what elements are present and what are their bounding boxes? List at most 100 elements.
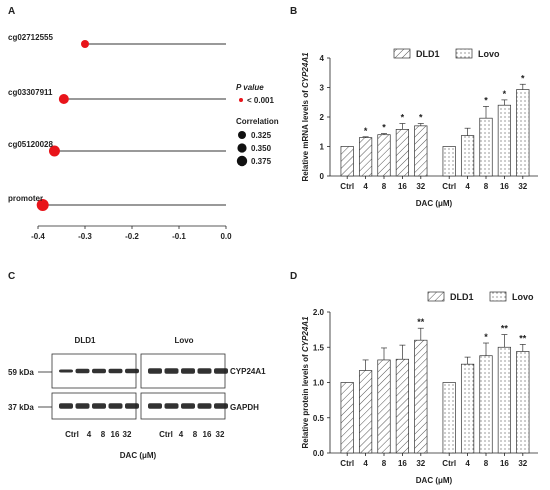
bar <box>395 129 410 177</box>
blot-band <box>92 368 106 374</box>
bar <box>358 137 373 177</box>
legend-swatch <box>455 48 473 59</box>
panel-a-xtick-label: -0.2 <box>125 232 139 241</box>
bar <box>340 146 354 177</box>
panel-a-row-label: cg02712555 <box>8 33 53 42</box>
blot-band <box>108 368 123 374</box>
x-axis-label: DAC (μM) <box>416 476 453 485</box>
legend-corr-item-1: 0.325 <box>251 131 272 140</box>
significance-mark: * <box>401 112 405 122</box>
bar <box>340 382 354 454</box>
y-tick-label: 3 <box>320 84 325 93</box>
panel-label-a: A <box>8 6 15 17</box>
x-tick-label: 8 <box>382 182 387 191</box>
legend-corr-dot-1 <box>238 131 246 139</box>
legend-label: DLD1 <box>450 292 474 302</box>
panel-a-xtick-label: -0.3 <box>78 232 92 241</box>
panel-a-row-label: promoter <box>8 194 43 203</box>
significance-mark: * <box>419 112 423 122</box>
band-label-gapdh: GAPDH <box>230 403 259 412</box>
blot-lane-label: 16 <box>111 430 120 439</box>
panel-label-d: D <box>290 271 297 282</box>
y-tick-label: 2.0 <box>313 308 325 317</box>
blot-band <box>75 368 90 374</box>
x-tick-label: 32 <box>416 182 425 191</box>
legend-pvalue-item: < 0.001 <box>247 96 274 105</box>
blot-band <box>181 368 195 374</box>
blot-band <box>214 368 228 374</box>
blot-lane-label: 16 <box>203 430 212 439</box>
significance-mark: ** <box>519 333 527 343</box>
y-tick-label: 1 <box>320 143 325 152</box>
blot-band <box>125 403 139 409</box>
y-tick-label: 1.5 <box>313 343 325 352</box>
panel-c-western-blot: DLD1 Lovo 59 kDa 37 kDa CYP24A1 GAPDH Ct… <box>8 336 266 460</box>
blot-label-lovo: Lovo <box>174 336 193 345</box>
panel-a-xtick-label: 0.0 <box>220 232 232 241</box>
bar <box>497 346 512 454</box>
blot-band <box>125 368 139 374</box>
x-axis-label: DAC (μM) <box>416 199 453 208</box>
x-tick-label: 32 <box>518 459 527 468</box>
significance-mark: * <box>521 73 525 83</box>
blot-band <box>197 368 212 374</box>
significance-mark: * <box>503 89 507 99</box>
bar <box>460 363 475 454</box>
blot-band <box>148 403 162 409</box>
significance-mark: * <box>484 95 488 105</box>
legend-swatch <box>427 291 445 302</box>
blot-lane-label: 32 <box>216 430 225 439</box>
bar <box>377 359 391 454</box>
bar <box>442 382 456 454</box>
blot-lane-label: 4 <box>87 430 92 439</box>
blot-band <box>148 368 162 374</box>
panel-a-row-label: cg03307911 <box>8 88 53 97</box>
kda-label-top: 59 kDa <box>8 368 34 377</box>
x-tick-label: 16 <box>500 459 509 468</box>
band-label-cyp24a1: CYP24A1 <box>230 367 266 376</box>
significance-mark: * <box>484 332 488 342</box>
x-tick-label: 8 <box>484 182 489 191</box>
x-tick-label: 16 <box>398 459 407 468</box>
bar <box>377 134 391 177</box>
y-tick-label: 1.0 <box>313 379 325 388</box>
bar <box>479 355 493 454</box>
legend-corr-item-2: 0.350 <box>251 144 272 153</box>
panel-a-point <box>81 40 89 48</box>
panel-label-b: B <box>290 6 297 17</box>
blot-lane-label: 32 <box>123 430 132 439</box>
significance-mark: ** <box>501 324 509 334</box>
legend-correlation-title: Correlation <box>236 117 279 126</box>
x-tick-label: 16 <box>398 182 407 191</box>
y-tick-label: 2 <box>320 113 325 122</box>
legend-label: Lovo <box>478 49 500 59</box>
blot-xlabel: DAC (μM) <box>120 451 157 460</box>
blot-band <box>108 403 123 409</box>
y-axis-label: Relative mRNA levels of CYP24A1 <box>301 52 310 182</box>
blot-lane-label: Ctrl <box>65 430 79 439</box>
legend-corr-item-3: 0.375 <box>251 157 272 166</box>
panel-label-c: C <box>8 271 15 282</box>
blot-band <box>59 369 73 373</box>
panel-a-point <box>36 199 49 211</box>
y-tick-label: 0 <box>320 172 325 181</box>
legend-pvalue-dot <box>239 98 243 102</box>
x-tick-label: 8 <box>484 459 489 468</box>
blot-lane-label: 8 <box>101 430 106 439</box>
blot-lane-labels: Ctrl 4 8 16 32 Ctrl 4 8 16 32 <box>65 430 225 439</box>
bar <box>460 135 475 177</box>
blot-band <box>197 403 212 409</box>
bar <box>442 146 456 177</box>
y-tick-label: 0.0 <box>313 449 325 458</box>
blot-band <box>214 403 228 409</box>
panel-b-bar-chart: 0 1 2 3 4 Relative mRNA levels of CYP24A1 DAC … <box>301 48 538 208</box>
x-tick-label: Ctrl <box>442 182 456 191</box>
y-tick-label: 4 <box>320 54 325 63</box>
panel-a-row-label: cg05120028 <box>8 140 53 149</box>
bar <box>414 125 428 177</box>
significance-mark: * <box>364 126 368 136</box>
panel-a-xtick-label: -0.1 <box>172 232 186 241</box>
legend-label: Lovo <box>512 292 534 302</box>
significance-mark: * <box>382 123 386 133</box>
